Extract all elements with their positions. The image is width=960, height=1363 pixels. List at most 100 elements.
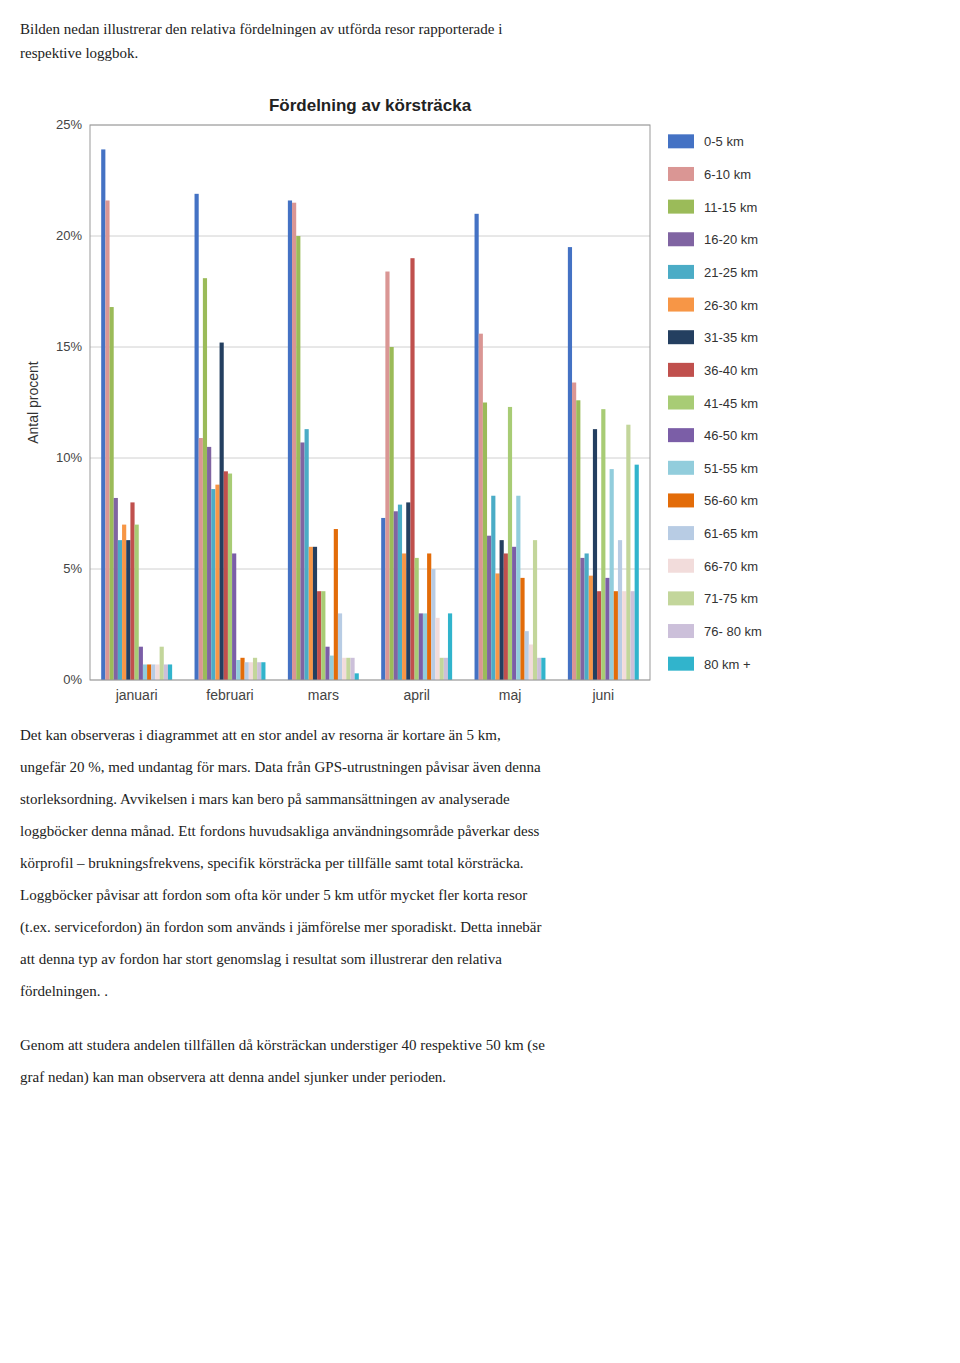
x-tick-label: januari xyxy=(115,687,158,703)
y-tick-label: 15% xyxy=(56,339,82,354)
bar-series xyxy=(160,425,631,680)
text-paragraph: Genom att studera andelen tillfällen då … xyxy=(20,1037,545,1086)
grid-line xyxy=(90,569,650,570)
legend-swatch xyxy=(668,265,694,279)
bar xyxy=(601,409,605,680)
bar xyxy=(487,536,491,680)
bar xyxy=(491,496,495,680)
bar xyxy=(122,525,126,680)
bar-series xyxy=(130,258,601,680)
paragraph-line: Bilden nedan illustrerar den relativa fö… xyxy=(20,21,502,37)
paragraph-line: (t.ex. servicefordon) än fordon som anvä… xyxy=(20,919,542,936)
legend-swatch xyxy=(668,493,694,507)
legend-swatch xyxy=(668,363,694,377)
bar xyxy=(309,547,313,680)
bar xyxy=(537,658,541,680)
bar xyxy=(585,553,589,680)
legend-label: 56-60 km xyxy=(704,493,758,508)
bar-series xyxy=(164,591,635,680)
bar xyxy=(207,447,211,680)
bar xyxy=(394,511,398,680)
chart: Fördelning av körsträcka0%5%10%15%20%25%… xyxy=(25,96,762,703)
paragraph-line: Loggböcker påvisar att fordon som ofta k… xyxy=(20,887,527,903)
bar xyxy=(520,578,524,680)
legend-swatch xyxy=(668,624,694,638)
bar xyxy=(147,664,151,680)
paragraph-line: Det kan observeras i diagrammet att en s… xyxy=(20,727,501,743)
y-tick-label: 5% xyxy=(63,561,82,576)
legend-label: 66-70 km xyxy=(704,559,758,574)
bar xyxy=(215,485,219,680)
bar xyxy=(313,547,317,680)
bar xyxy=(614,591,618,680)
bar xyxy=(292,203,296,680)
bar xyxy=(211,489,215,680)
bar xyxy=(224,471,228,680)
bar xyxy=(618,540,622,680)
bar-series xyxy=(168,465,639,680)
legend-label: 61-65 km xyxy=(704,526,758,541)
paragraph-line: Genom att studera andelen tillfällen då … xyxy=(20,1037,545,1054)
legend-swatch xyxy=(668,526,694,540)
bar-series xyxy=(114,442,585,680)
legend-swatch xyxy=(668,134,694,148)
bar xyxy=(448,613,452,680)
paragraph-line: storleksordning. Avvikelsen i mars kan b… xyxy=(20,791,510,807)
y-tick-label: 10% xyxy=(56,450,82,465)
legend-label: 31-35 km xyxy=(704,330,758,345)
y-tick-label: 20% xyxy=(56,228,82,243)
paragraph-line: respektive loggbok. xyxy=(20,45,138,61)
bar xyxy=(199,438,203,680)
legend-swatch xyxy=(668,591,694,605)
page: Bilden nedan illustrerar den relativa fö… xyxy=(0,0,960,1363)
bar xyxy=(385,272,389,680)
legend: 0-5 km6-10 km11-15 km16-20 km21-25 km26-… xyxy=(668,134,762,671)
bar xyxy=(572,383,576,680)
x-tick-label: maj xyxy=(499,687,522,703)
bars xyxy=(101,149,639,680)
bar-series xyxy=(147,529,618,680)
bar xyxy=(305,429,309,680)
bar xyxy=(410,258,414,680)
bar xyxy=(164,664,168,680)
text-paragraph: Det kan observeras i diagrammet att en s… xyxy=(20,727,542,999)
bar xyxy=(325,647,329,680)
bar xyxy=(236,660,240,680)
bar xyxy=(516,496,520,680)
legend-label: 71-75 km xyxy=(704,591,758,606)
bar xyxy=(597,591,601,680)
x-tick-label: april xyxy=(403,687,429,703)
bar xyxy=(168,664,172,680)
grid-line xyxy=(90,236,650,237)
bar xyxy=(435,618,439,680)
bar xyxy=(635,465,639,680)
bar xyxy=(342,658,346,680)
bar xyxy=(541,658,545,680)
bar xyxy=(533,540,537,680)
text-top: Bilden nedan illustrerar den relativa fö… xyxy=(20,21,502,61)
bar xyxy=(622,591,626,680)
bar-series xyxy=(143,469,614,680)
bar xyxy=(402,553,406,680)
bar xyxy=(330,656,334,680)
y-axis-label: Antal procent xyxy=(25,361,41,444)
bar xyxy=(427,553,431,680)
legend-swatch xyxy=(668,428,694,442)
bar xyxy=(220,343,224,680)
bar xyxy=(508,407,512,680)
bar xyxy=(346,658,350,680)
paragraph-line: fördelningen. . xyxy=(20,983,108,999)
bar-series xyxy=(139,547,610,680)
x-tick-label: mars xyxy=(308,687,339,703)
bar-series xyxy=(155,591,626,680)
chart-title: Fördelning av körsträcka xyxy=(269,96,472,115)
legend-swatch xyxy=(668,657,694,671)
paragraph-line: ungefär 20 %, med undantag för mars. Dat… xyxy=(20,759,541,775)
bar xyxy=(288,200,292,680)
legend-label: 16-20 km xyxy=(704,232,758,247)
bar xyxy=(257,662,261,680)
legend-label: 26-30 km xyxy=(704,298,758,313)
grid-line xyxy=(90,458,650,459)
bar xyxy=(610,469,614,680)
bar xyxy=(228,474,232,680)
